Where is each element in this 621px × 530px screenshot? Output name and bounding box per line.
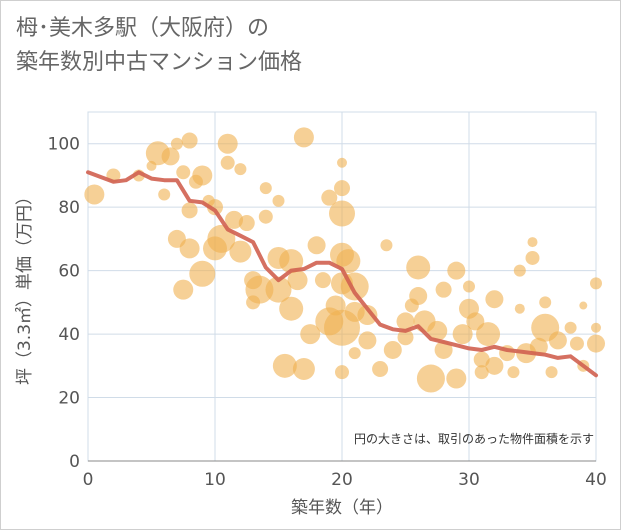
bubble-point [220,155,235,170]
bubble-point [447,261,466,280]
bubble-point [527,237,538,248]
bubble-point [435,281,452,298]
bubble-point [337,157,347,168]
average-price-line [86,170,598,378]
bubble-point [272,353,297,378]
bubble-point [265,276,292,303]
chart-title-line1: 栂･美木多駅（大阪府）の [16,16,270,41]
bubble-point [587,334,605,353]
bubble-point [207,199,223,216]
bubble-point [452,324,473,345]
x-tick-label: 0 [83,470,94,490]
bubble-point [258,209,273,224]
bubble-point [357,305,378,326]
bubble-point [279,296,304,321]
bubble-point [179,238,200,259]
bubble-point [564,321,577,334]
bubble-layer [84,127,605,393]
y-tick-label: 40 [58,325,80,345]
bubble-point [334,180,350,197]
bubble-point [181,202,198,219]
y-tick-label: 0 [69,452,80,472]
bubble-point [158,188,171,201]
bubble-point [529,337,548,356]
bubble-point [590,277,602,290]
bubble-point [476,322,501,347]
x-tick-label: 10 [204,470,226,490]
bubble-point [335,365,349,380]
bubble-point [292,357,315,380]
bubble-point [380,239,393,252]
x-tick-label: 30 [458,470,480,490]
chart-title-line2: 築年数別中古マンション価格 [16,50,303,75]
bubble-point [287,270,308,291]
bubble-point [300,324,321,345]
bubble-point [396,312,415,331]
bubble-point [161,147,180,166]
bubble-point [397,329,414,346]
bubble-point [513,264,526,277]
bubble-point [463,280,475,293]
bubble-point [259,182,272,195]
bubble-point [176,165,191,180]
bubble-point [358,331,377,350]
bubble-point [84,184,105,205]
y-axis-title: 坪（3.3㎡）単価（万円） [15,188,35,385]
bubble-point [181,132,198,149]
bubble-point [525,250,540,265]
chart-title: 栂･美木多駅（大阪府）の 築年数別中古マンション価格 [16,12,302,80]
y-tick-label: 20 [58,389,80,409]
bubble-point [474,365,489,380]
bubble-point [409,287,428,306]
y-tick-label: 60 [58,262,80,282]
bubble-point [314,272,331,289]
bubble-point [307,236,326,255]
bubble-point [591,322,601,333]
bubble-point [234,163,247,176]
bubble-size-note: 円の大きさは、取引のあった物件面積を示す [354,431,594,446]
bubble-point [579,301,588,310]
bubble-point [192,165,213,186]
bubble-point [545,366,558,379]
bubble-point [229,240,252,263]
bubble-point [416,364,445,393]
bubble-point [329,200,355,227]
bubble-point [406,255,431,280]
bubble-point [321,189,338,206]
bubble-point [473,351,490,368]
bubble-point [372,360,389,377]
bubble-point [446,368,467,389]
bubble-point [217,133,238,154]
bubble-point [173,279,194,300]
bubble-point [539,296,552,309]
bubble-point [238,215,255,232]
bubble-point [170,137,183,150]
bubble-point [514,303,525,314]
bubble-point [548,331,567,350]
y-tick-label: 80 [58,198,80,218]
bubble-point [434,340,453,359]
x-axis-title: 築年数（年） [291,498,393,518]
bubble-point [348,347,361,360]
trend-line-layer [86,170,598,378]
x-tick-label: 40 [585,470,607,490]
y-tick-label: 100 [48,135,80,155]
bubble-point [225,210,244,229]
bubble-point [485,290,504,309]
bubble-point [427,320,448,341]
axes: 0 20 40 60 80 100 0 10 20 30 40 [48,135,607,490]
bubble-point [383,340,402,359]
bubble-point [279,249,304,274]
bubble-point [189,260,216,287]
bubble-point [507,366,520,379]
x-tick-label: 20 [331,470,353,490]
bubble-point [272,194,285,207]
bubble-point [245,275,274,304]
bubble-point [485,356,504,375]
bubble-point [569,336,584,351]
bubble-point [293,127,314,148]
